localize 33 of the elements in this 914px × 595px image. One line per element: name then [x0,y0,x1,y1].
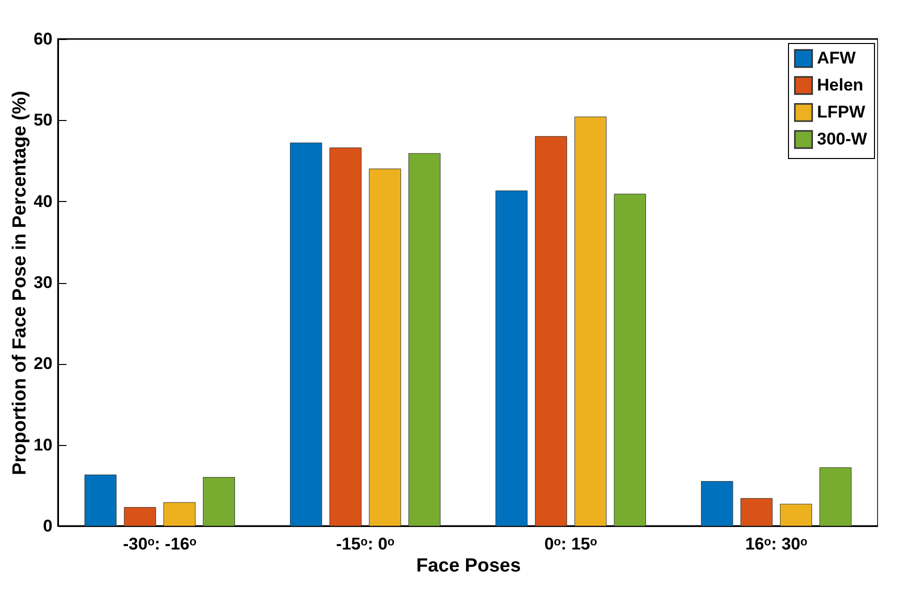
legend-label: AFW [817,48,857,68]
bar [495,190,528,526]
bar [290,142,322,526]
legend-label: LFPW [817,102,866,122]
x-axis-title: Face Poses [416,556,521,576]
bar [740,498,773,526]
y-tick-label: 10 [34,435,52,454]
x-tick-label: 0ᵒ: 15ᵒ [544,534,598,554]
legend-label: Helen [817,76,864,94]
bar [574,116,607,526]
bar [368,168,402,526]
y-tick-label: 30 [34,273,52,292]
bar [329,148,362,526]
bar [534,136,568,526]
bar [163,502,196,526]
y-axis-title: Proportion of Face Pose in Percentage (%) [10,90,31,476]
bar [614,194,646,526]
bar [84,474,117,526]
bar [780,504,812,526]
bar [819,467,852,526]
y-tick-label: 0 [43,516,52,536]
bar [124,507,156,526]
x-tick-label: -15ᵒ: 0ᵒ [336,534,394,554]
bar [202,477,235,526]
y-tick-label: 60 [34,30,52,48]
x-tick-label: -30ᵒ: -16ᵒ [122,534,196,554]
x-tick-label: 16ᵒ: 30ᵒ [745,534,808,554]
y-tick-label: 40 [34,192,52,211]
y-tick-label: 50 [34,110,52,130]
legend-label: 300-W [817,130,868,148]
bar [408,153,441,526]
y-tick-label: 20 [34,354,52,374]
bar [701,481,734,526]
